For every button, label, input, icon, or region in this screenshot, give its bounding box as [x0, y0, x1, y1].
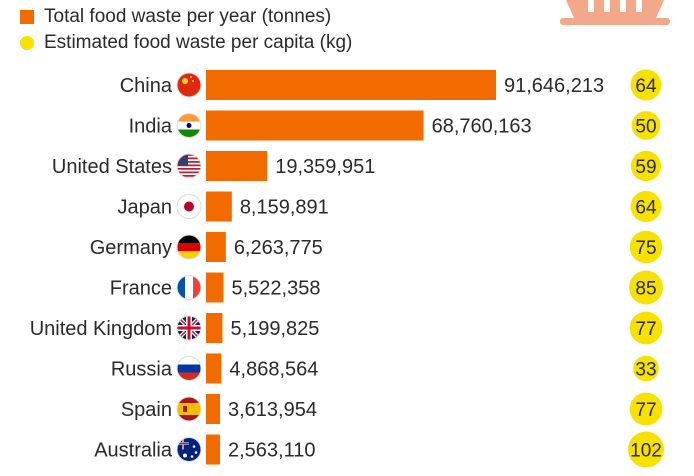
- country-label: India: [129, 116, 173, 138]
- country-label: France: [110, 278, 172, 300]
- total-waste-bar: [206, 394, 220, 424]
- usa-flag-icon: [176, 153, 202, 179]
- total-waste-bar: [206, 70, 496, 100]
- orange-square-swatch: [20, 10, 34, 24]
- per-capita-bubble: [629, 270, 663, 305]
- country-label: Germany: [90, 237, 172, 259]
- total-waste-value: 3,613,954: [228, 399, 317, 421]
- per-capita-bubble: [629, 230, 663, 264]
- total-waste-value: 6,263,775: [234, 237, 323, 259]
- china-flag-icon: [176, 72, 202, 98]
- total-waste-bar: [206, 110, 424, 141]
- per-capita-bubble: [628, 431, 664, 468]
- per-capita-bubble: [630, 69, 662, 101]
- india-flag-icon: [176, 113, 202, 138]
- total-waste-bar: [206, 353, 222, 384]
- per-capita-value: 50: [635, 117, 656, 138]
- total-waste-bar: [206, 232, 226, 262]
- country-label: Spain: [121, 399, 172, 421]
- uk-flag-icon: [176, 315, 202, 341]
- total-waste-value: 91,646,213: [504, 75, 604, 97]
- per-capita-bubble: [633, 355, 659, 382]
- per-capita-value: 77: [635, 400, 656, 421]
- shopping-basket-icon: [560, 0, 670, 25]
- total-waste-bar: [206, 434, 220, 465]
- per-capita-value: 64: [635, 198, 657, 219]
- per-capita-bubble: [631, 111, 661, 140]
- total-waste-bar: [206, 191, 232, 222]
- per-capita-bubble: [630, 150, 662, 182]
- total-waste-value: 68,760,163: [432, 116, 532, 138]
- country-label: Australia: [94, 440, 173, 462]
- per-capita-value: 85: [635, 279, 656, 300]
- per-capita-value: 77: [635, 319, 656, 340]
- total-waste-value: 4,868,564: [229, 359, 318, 381]
- per-capita-value: 64: [635, 76, 657, 97]
- legend: Total food waste per year (tonnes) Estim…: [20, 4, 352, 56]
- country-label: United Kingdom: [30, 318, 172, 340]
- france-flag-icon: [176, 275, 202, 300]
- russia-flag-icon: [176, 356, 202, 381]
- per-capita-bubble: [629, 311, 663, 345]
- per-capita-value: 102: [630, 441, 662, 462]
- per-capita-bubble: [630, 190, 662, 223]
- australia-flag-icon: [176, 437, 202, 462]
- yellow-dot-swatch: [20, 36, 34, 50]
- legend-item-total: Total food waste per year (tonnes): [20, 4, 352, 30]
- per-capita-value: 59: [635, 157, 656, 178]
- legend-item-capita: Estimated food waste per capita (kg): [20, 30, 352, 56]
- total-waste-value: 8,159,891: [240, 197, 329, 219]
- spain-flag-icon: [176, 396, 202, 422]
- country-label: China: [120, 75, 173, 97]
- total-waste-bar: [206, 272, 224, 303]
- per-capita-bubble: [629, 392, 663, 426]
- japan-flag-icon: [176, 194, 202, 219]
- per-capita-value: 33: [635, 360, 656, 381]
- germany-flag-icon: [176, 234, 202, 260]
- total-waste-bar: [206, 151, 268, 181]
- total-waste-value: 5,199,825: [230, 318, 319, 340]
- legend-capita-label: Estimated food waste per capita (kg): [44, 32, 353, 53]
- per-capita-value: 75: [635, 238, 656, 259]
- total-waste-bar: [206, 313, 223, 343]
- total-waste-value: 5,522,358: [231, 278, 320, 300]
- country-label: Japan: [118, 197, 173, 219]
- legend-total-label: Total food waste per year (tonnes): [44, 6, 332, 27]
- total-waste-value: 2,563,110: [228, 440, 316, 462]
- total-waste-value: 19,359,951: [275, 156, 375, 178]
- country-label: United States: [52, 156, 172, 178]
- country-label: Russia: [111, 359, 173, 381]
